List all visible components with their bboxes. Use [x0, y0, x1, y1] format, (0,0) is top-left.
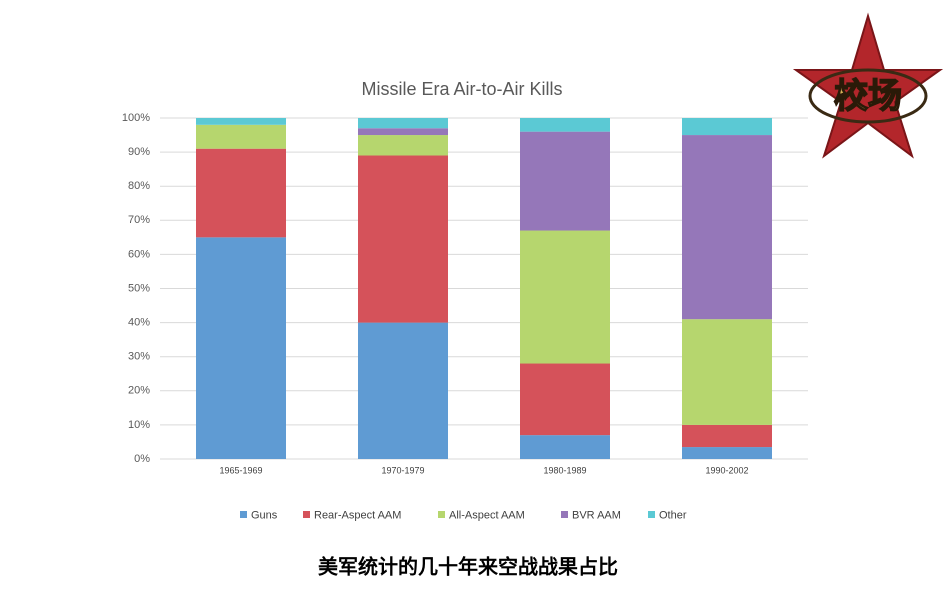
bar-segment [682, 319, 772, 425]
bar-segment [358, 128, 448, 136]
legend-marker [648, 511, 655, 518]
y-tick-label: 60% [128, 248, 150, 260]
bar-segment [196, 124, 286, 149]
logo-ring [808, 68, 928, 124]
y-tick-label: 80% [128, 180, 150, 192]
x-tick-label: 1965-1969 [219, 465, 262, 475]
bar-segment [358, 118, 448, 129]
y-tick-label: 20% [128, 385, 150, 397]
y-tick-label: 10% [128, 419, 150, 431]
bar-segment [358, 322, 448, 459]
legend-marker [240, 511, 247, 518]
bar-segment [682, 447, 772, 459]
y-tick-label: 90% [128, 146, 150, 158]
bar-segment [520, 363, 610, 436]
legend-marker [561, 511, 568, 518]
x-tick-label: 1990-2002 [705, 465, 748, 475]
chart-title: Missile Era Air-to-Air Kills [361, 79, 562, 99]
bar-segment [196, 148, 286, 238]
legend-label: Rear-Aspect AAM [314, 509, 401, 521]
legend-label: BVR AAM [572, 509, 621, 521]
bar-segment [358, 155, 448, 323]
legend-marker [438, 511, 445, 518]
legend-label: All-Aspect AAM [449, 509, 525, 521]
caption: 美军统计的几十年来空战战果占比 [318, 555, 618, 579]
bar-segment [682, 135, 772, 320]
bar-segment [520, 118, 610, 132]
bar-segment [520, 131, 610, 231]
legend-marker [303, 511, 310, 518]
legend-label: Other [659, 509, 687, 521]
x-tick-label: 1980-1989 [543, 465, 586, 475]
y-tick-label: 50% [128, 282, 150, 294]
bar-segment [682, 424, 772, 448]
y-tick-label: 30% [128, 351, 150, 363]
bar-segment [196, 237, 286, 459]
bar-segment [196, 118, 286, 125]
x-tick-label: 1970-1979 [381, 465, 424, 475]
bar-segment [682, 118, 772, 136]
logo: 校场 [792, 12, 944, 159]
bar-segment [520, 435, 610, 459]
y-tick-label: 40% [128, 317, 150, 329]
bar-segment [520, 230, 610, 364]
logo-text: 校场 [834, 77, 902, 117]
bar-segment [358, 135, 448, 156]
y-tick-label: 100% [122, 112, 150, 124]
legend-label: Guns [251, 509, 278, 521]
y-tick-label: 0% [134, 453, 150, 465]
y-tick-label: 70% [128, 214, 150, 226]
